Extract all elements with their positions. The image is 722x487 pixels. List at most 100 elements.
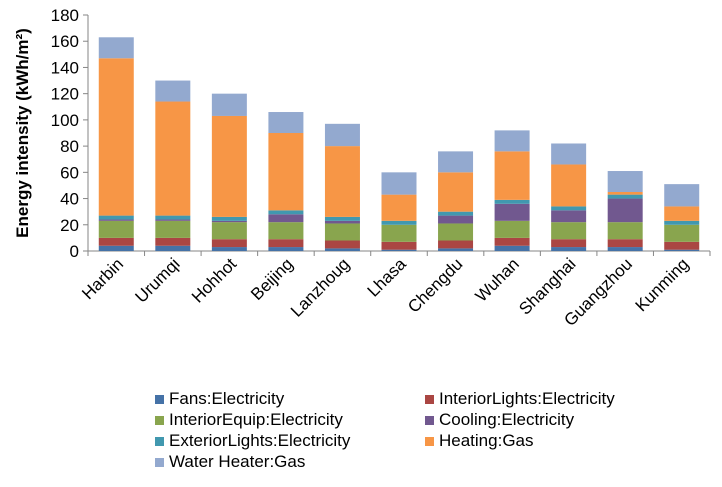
bar-segment xyxy=(155,215,191,220)
legend-swatch xyxy=(155,436,164,446)
legend-swatch xyxy=(425,394,434,404)
bar-segment xyxy=(494,237,530,246)
bar-segment xyxy=(607,194,643,199)
bar-segment xyxy=(324,220,360,224)
x-tick-label: Hohhot xyxy=(188,254,240,306)
legend-label: InteriorLights:Electricity xyxy=(439,389,615,408)
bar-segment xyxy=(211,115,247,217)
bar-segment xyxy=(494,151,530,200)
legend-swatch xyxy=(155,457,164,467)
bar-segment xyxy=(381,194,417,221)
bar-segment xyxy=(324,146,360,217)
legend-swatch xyxy=(425,415,434,425)
y-tick-label: 180 xyxy=(51,6,79,25)
legend-item: InteriorEquip:Electricity xyxy=(155,410,343,430)
bar-segment xyxy=(98,237,134,246)
bar-segment xyxy=(494,245,530,251)
legend-swatch xyxy=(155,415,164,425)
legend-item: Cooling:Electricity xyxy=(425,410,574,430)
y-tick-label: 60 xyxy=(60,163,79,182)
y-tick-label: 80 xyxy=(60,137,79,156)
x-tick-label: Beijing xyxy=(247,254,297,304)
bar-segment xyxy=(607,171,643,192)
bar-segment xyxy=(607,247,643,251)
y-tick-label: 160 xyxy=(51,32,79,51)
bar-segment xyxy=(664,206,700,221)
x-tick-label: Lanzhoug xyxy=(287,254,353,320)
bar-segment xyxy=(98,219,134,221)
legend-item: Heating:Gas xyxy=(425,431,534,451)
bar-segment xyxy=(381,224,417,242)
x-tick-label: Wuhan xyxy=(472,254,523,305)
bar-segment xyxy=(155,237,191,246)
bar-segment xyxy=(268,112,304,133)
bar-segment xyxy=(268,133,304,211)
legend-label: Fans:Electricity xyxy=(169,389,285,408)
bar-segment xyxy=(268,239,304,248)
bar-segment xyxy=(438,248,474,251)
bar-segment xyxy=(98,37,134,59)
bar-segment xyxy=(155,101,191,216)
legend-swatch xyxy=(425,436,434,446)
bar-segment xyxy=(438,215,474,224)
bar-segment xyxy=(381,241,417,250)
bar-segment xyxy=(438,240,474,249)
bar-segment xyxy=(268,210,304,215)
bar-segment xyxy=(551,210,587,223)
bar-segment xyxy=(551,222,587,240)
bar-segment xyxy=(155,80,191,102)
bar-segment xyxy=(607,222,643,240)
bar-segment xyxy=(211,239,247,248)
legend-item: InteriorLights:Electricity xyxy=(425,389,615,409)
bar-segment xyxy=(664,220,700,225)
legend-item: Water Heater:Gas xyxy=(155,452,305,472)
bar-segment xyxy=(438,223,474,241)
x-tick-label: Harbin xyxy=(78,254,127,303)
bar-segment xyxy=(551,206,587,211)
bar-segment xyxy=(551,143,587,165)
bar-segment xyxy=(324,223,360,241)
y-tick-label: 120 xyxy=(51,85,79,104)
bar-segment xyxy=(98,58,134,216)
legend-label: ExteriorLights:Electricity xyxy=(169,431,351,450)
bar-segment xyxy=(324,216,360,221)
legend-swatch xyxy=(155,394,164,404)
bar-segment xyxy=(155,220,191,238)
legend-label: Water Heater:Gas xyxy=(169,452,306,471)
bar-segment xyxy=(268,214,304,223)
bar-segment xyxy=(381,172,417,195)
bar-segment xyxy=(607,198,643,223)
legend-label: InteriorEquip:Electricity xyxy=(169,410,343,429)
legend-label: Heating:Gas xyxy=(439,431,534,450)
bar-segment xyxy=(664,241,700,250)
bar-segment xyxy=(98,220,134,238)
bar-segment xyxy=(381,249,417,251)
bar-segment xyxy=(324,240,360,249)
bar-segment xyxy=(268,222,304,240)
bar-segment xyxy=(268,247,304,251)
bar-segment xyxy=(664,184,700,207)
bar-segment xyxy=(664,224,700,242)
bar-segment xyxy=(494,130,530,152)
legend-item: Fans:Electricity xyxy=(155,389,284,409)
legend-label: Cooling:Electricity xyxy=(439,410,575,429)
bar-segment xyxy=(211,216,247,221)
bar-segment xyxy=(494,220,530,238)
bar-segment xyxy=(494,199,530,204)
y-tick-label: 20 xyxy=(60,216,79,235)
y-tick-label: 100 xyxy=(51,111,79,130)
bar-segment xyxy=(155,219,191,221)
x-tick-label: Chengdu xyxy=(404,254,466,316)
bar-segment xyxy=(664,249,700,251)
bar-segment xyxy=(155,245,191,251)
bar-segment xyxy=(551,239,587,248)
y-tick-label: 40 xyxy=(60,190,79,209)
bar-segment xyxy=(324,248,360,251)
bar-segment xyxy=(607,192,643,195)
y-axis-title: Energy intensity (kWh/m²) xyxy=(13,28,32,238)
y-tick-label: 140 xyxy=(51,58,79,77)
bar-segment xyxy=(98,215,134,220)
bar-segment xyxy=(494,203,530,221)
